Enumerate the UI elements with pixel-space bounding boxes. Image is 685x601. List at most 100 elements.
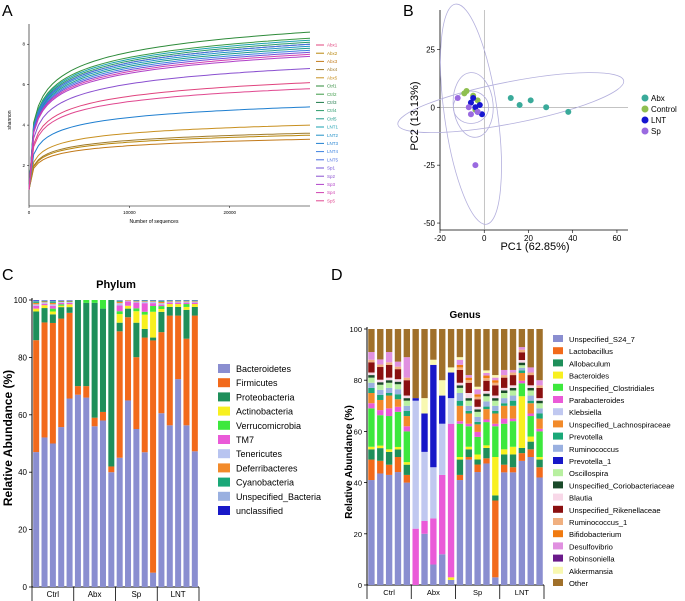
c-bar-segment: [66, 301, 73, 303]
d-bar-segment: [439, 329, 446, 381]
c-bar-segment: [183, 301, 190, 303]
d-bar-segment: [527, 372, 534, 376]
a-y-tick-label: 6: [22, 82, 25, 87]
c-bar-segment: [166, 302, 173, 305]
c-bar-segment: [150, 337, 157, 341]
c-bar-segment: [175, 304, 182, 307]
d-legend-label: Parabacteroides: [569, 396, 625, 405]
d-legend-swatch: [553, 383, 563, 391]
c-bar-segment: [66, 302, 73, 305]
c-bar-segment: [41, 303, 48, 306]
c-bar-segment: [191, 304, 198, 307]
d-bar-segment: [509, 387, 517, 391]
d-legend-swatch: [553, 432, 563, 440]
d-bar-segment: [536, 329, 543, 381]
d-bar-segment: [421, 521, 428, 534]
d-bar-segment: [385, 352, 393, 363]
d-bar-segment: [394, 379, 402, 382]
d-bar-segment: [377, 359, 384, 365]
a-legend-label: Abx3: [327, 59, 338, 64]
b-point-abx: [565, 108, 572, 115]
c-legend-swatch: [218, 463, 230, 473]
d-bar-segment: [403, 482, 411, 585]
d-bar-segment: [368, 359, 375, 363]
d-bar-segment: [412, 528, 419, 585]
b-point-abx: [516, 101, 523, 108]
d-legend-swatch: [553, 566, 563, 574]
d-bar-segment: [509, 467, 517, 473]
c-legend-swatch: [218, 378, 230, 388]
d-bar-segment: [483, 406, 490, 410]
c-bar-segment: [74, 300, 81, 387]
d-bar-segment: [483, 391, 490, 394]
d-bar-segment: [536, 477, 543, 585]
c-bar-segment: [150, 311, 157, 338]
d-bar-segment: [456, 393, 464, 401]
c-bar-segment: [41, 437, 48, 587]
c-bar-segment: [116, 311, 123, 315]
a-legend-label: Ctrl3: [327, 100, 337, 105]
d-bar-segment: [500, 464, 508, 473]
b-point-lnt: [470, 95, 477, 101]
d-bar-segment: [518, 349, 526, 353]
d-legend-label: Prevotella_1: [569, 457, 611, 466]
c-group-label: LNT: [171, 590, 186, 599]
d-bar-segment: [456, 457, 464, 460]
d-bar-segment: [403, 405, 411, 411]
c-bar-segment: [49, 311, 56, 315]
c-bar-segment: [116, 331, 123, 458]
d-legend-swatch: [553, 347, 563, 355]
c-y-tick-label: 60: [18, 411, 27, 420]
b-y-tick-label: 25: [426, 45, 435, 54]
a-curve-sp5: [28, 88, 311, 190]
c-bar-segment: [108, 466, 115, 473]
d-bar-segment: [377, 382, 384, 385]
c-bar-segment: [49, 302, 56, 305]
d-bar-segment: [527, 400, 534, 404]
a-legend-label: Ctrl5: [327, 116, 337, 121]
d-bar-segment: [403, 400, 411, 406]
d-bar-segment: [527, 375, 534, 386]
d-legend-swatch: [553, 335, 563, 342]
c-bar-segment: [66, 312, 73, 399]
d-bar-segment: [439, 474, 446, 555]
c-bar-segment: [125, 317, 132, 401]
a-curve-sp2: [28, 68, 311, 190]
c-bar-segment: [183, 425, 190, 587]
d-bar-segment: [527, 413, 534, 417]
b-ellipse-control: [452, 72, 494, 138]
a-legend-label: LNT2: [327, 133, 339, 138]
d-bar-segment: [368, 408, 375, 447]
d-bar-segment: [456, 357, 464, 360]
panel-c-bars: [33, 300, 198, 587]
d-bar-segment: [527, 441, 534, 450]
d-legend-swatch: [553, 493, 563, 501]
d-legend-label: Ruminococcus_1: [569, 518, 627, 527]
c-legend-label: Unspecified_Bacteria: [236, 492, 321, 502]
d-bar-segment: [483, 463, 490, 585]
c-bar-segment: [99, 420, 106, 587]
d-bar-segment: [500, 390, 508, 393]
c-bar-segment: [74, 386, 81, 395]
d-bar-segment: [394, 399, 402, 407]
b-point-control: [474, 97, 481, 104]
d-bar-segment: [527, 395, 534, 401]
d-bar-segment: [474, 464, 481, 473]
c-legend-swatch: [218, 491, 230, 501]
b-point-control: [463, 88, 470, 95]
c-bar-segment: [133, 428, 140, 587]
d-bar-segment: [377, 473, 384, 585]
panel-b-y-label: PC2 (13.13%): [409, 81, 421, 150]
c-bar-segment: [158, 301, 165, 304]
panel-d-letter: D: [331, 267, 343, 284]
d-bar-segment: [527, 329, 534, 368]
c-bar-segment: [49, 301, 56, 303]
c-bar-segment: [99, 300, 106, 309]
c-bar-segment: [133, 301, 140, 302]
b-point-abx: [507, 95, 514, 101]
d-bar-segment: [500, 329, 508, 370]
d-bar-segment: [492, 457, 499, 496]
d-bar-segment: [492, 495, 499, 501]
d-bar-segment: [536, 387, 543, 399]
c-bar-segment: [66, 398, 73, 587]
